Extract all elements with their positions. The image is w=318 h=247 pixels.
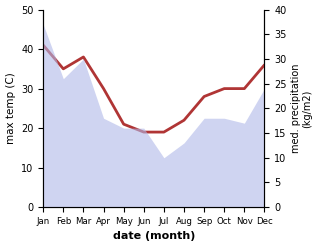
Y-axis label: max temp (C): max temp (C) (5, 72, 16, 144)
X-axis label: date (month): date (month) (113, 231, 195, 242)
Y-axis label: med. precipitation
(kg/m2): med. precipitation (kg/m2) (291, 64, 313, 153)
